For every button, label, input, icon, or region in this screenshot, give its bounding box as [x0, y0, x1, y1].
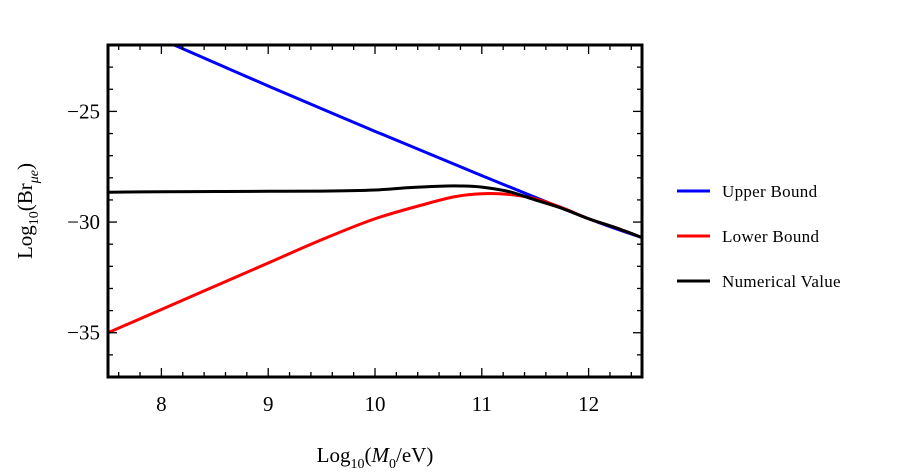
x-axis-label: Log10(M0/eV): [317, 443, 434, 472]
y-axis-label: Log10(Brμe): [13, 163, 42, 259]
legend-label: Lower Bound: [722, 227, 819, 246]
series-line-lower-bound: [108, 192, 642, 335]
legend: Upper Bound Lower Bound Numerical Value: [677, 182, 841, 291]
x-tick-label: 11: [472, 392, 492, 416]
x-tick-label: 10: [365, 392, 386, 416]
plot-lines: [108, 45, 642, 335]
y-tick-label: −35: [67, 321, 100, 345]
axis-ticks: [108, 44, 642, 378]
legend-label: Upper Bound: [722, 182, 818, 201]
plot-frame: [106, 43, 644, 379]
x-tick-label: 9: [263, 392, 274, 416]
y-tick-label: −25: [67, 99, 100, 123]
y-tick-label: −30: [67, 210, 100, 234]
x-tick-label: 8: [156, 392, 167, 416]
axis-tick-labels: 8 9 10 11 12 −25 −30 −35: [67, 99, 599, 416]
legend-label: Numerical Value: [722, 272, 841, 291]
series-line-numerical-value: [108, 184, 642, 239]
x-tick-label: 12: [578, 392, 599, 416]
